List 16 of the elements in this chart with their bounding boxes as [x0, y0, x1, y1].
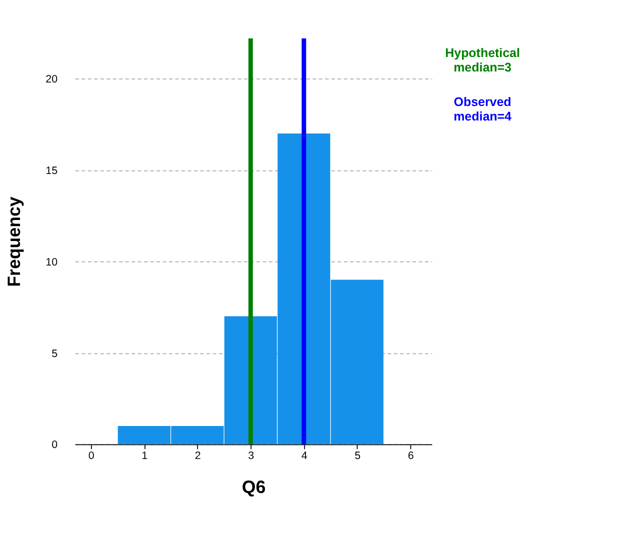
x-tick-label: 6	[408, 450, 414, 462]
y-tick-label: 0	[52, 439, 58, 452]
x-tick-label: 4	[301, 450, 308, 462]
x-tick-label: 5	[354, 450, 361, 462]
y-tick-label: 10	[46, 256, 58, 268]
x-tick-label: 3	[248, 450, 254, 462]
y-tick-label: 20	[46, 74, 58, 86]
y-axis-title: Frequency	[4, 196, 24, 287]
x-axis-title: Q6	[242, 476, 266, 497]
x-tick-label: 1	[142, 450, 148, 462]
y-tick-label: 15	[46, 165, 58, 178]
ref-line-label: Observed median=4	[454, 95, 512, 124]
x-tick-label: 0	[88, 450, 94, 462]
x-tick-label: 2	[194, 450, 201, 462]
ref-line-label: Hypothetical median=3	[445, 46, 520, 74]
y-tick-label: 5	[52, 348, 58, 360]
